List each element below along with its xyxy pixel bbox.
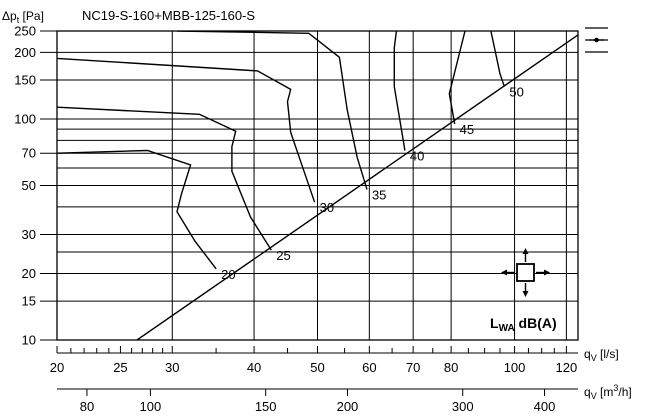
x-axis-ls-label: qV [l/s]	[584, 347, 619, 363]
curve-30	[57, 57, 316, 203]
y-tick-label: 20	[22, 266, 36, 281]
x-m3h-tick-label: 150	[255, 399, 277, 414]
x-tick-label: 40	[247, 360, 261, 375]
y-tick-label: 70	[22, 146, 36, 161]
x-axis-ls: 20 25 30 40 50 60 70 80 100 120	[50, 346, 577, 375]
x-m3h-tick-label: 400	[534, 399, 556, 414]
sound-level-label: LWA dB(A)	[490, 315, 557, 334]
curve-label-35: 35	[372, 187, 386, 202]
x-tick-label: 50	[310, 360, 324, 375]
curve-45	[448, 31, 466, 125]
curve-25	[57, 106, 272, 251]
y-tick-label: 100	[14, 111, 36, 126]
y-axis-label: Δpt [Pa]	[2, 9, 44, 25]
curve-labels: 20 25 30 35 40 45 50	[221, 85, 524, 282]
y-tick-label: 150	[14, 73, 36, 88]
y-tick-label: 200	[14, 45, 36, 60]
system-line	[136, 34, 578, 340]
x-tick-label: 20	[50, 360, 64, 375]
y-tick-label: 50	[22, 178, 36, 193]
curve-20	[57, 149, 217, 270]
x-tick-label: 120	[556, 360, 578, 375]
x-tick-label: 80	[444, 360, 458, 375]
x-tick-label: 70	[406, 360, 420, 375]
y-tick-label: 15	[22, 294, 36, 309]
vertical-gridlines	[171, 31, 567, 340]
curve-label-30: 30	[320, 200, 334, 215]
x-tick-label: 100	[504, 360, 526, 375]
x-axis-m3h-label: qV [m3/h]	[584, 383, 632, 401]
bar-dot-icon[interactable]	[585, 27, 608, 53]
curve-50	[490, 31, 506, 87]
x-m3h-tick-label: 200	[337, 399, 359, 414]
x-m3h-tick-label: 300	[452, 399, 474, 414]
curve-label-40: 40	[410, 148, 424, 163]
sound-level-curves	[57, 31, 506, 270]
airflow-directions-icon	[501, 248, 550, 297]
curve-label-50: 50	[509, 85, 523, 100]
curve-35	[176, 31, 368, 190]
curve-label-20: 20	[221, 267, 235, 282]
y-tick-label: 30	[22, 227, 36, 242]
curve-label-25: 25	[276, 248, 290, 263]
y-tick-label: 250	[14, 24, 36, 39]
curve-label-45: 45	[460, 122, 474, 137]
x-tick-label: 30	[165, 360, 179, 375]
x-axis-m3h: 80 100 150 200 300 400	[80, 389, 556, 414]
curve-40	[393, 31, 406, 151]
x-m3h-tick-label: 100	[140, 399, 162, 414]
chart-title: NC19-S-160+MBB-125-160-S	[82, 8, 255, 23]
x-tick-label: 60	[362, 360, 376, 375]
x-m3h-tick-label: 80	[80, 399, 94, 414]
y-tick-label: 10	[22, 333, 36, 348]
y-tick-labels: 10 15 20 30 50 70 100 150 200 250	[14, 24, 57, 348]
x-tick-label: 25	[113, 360, 127, 375]
